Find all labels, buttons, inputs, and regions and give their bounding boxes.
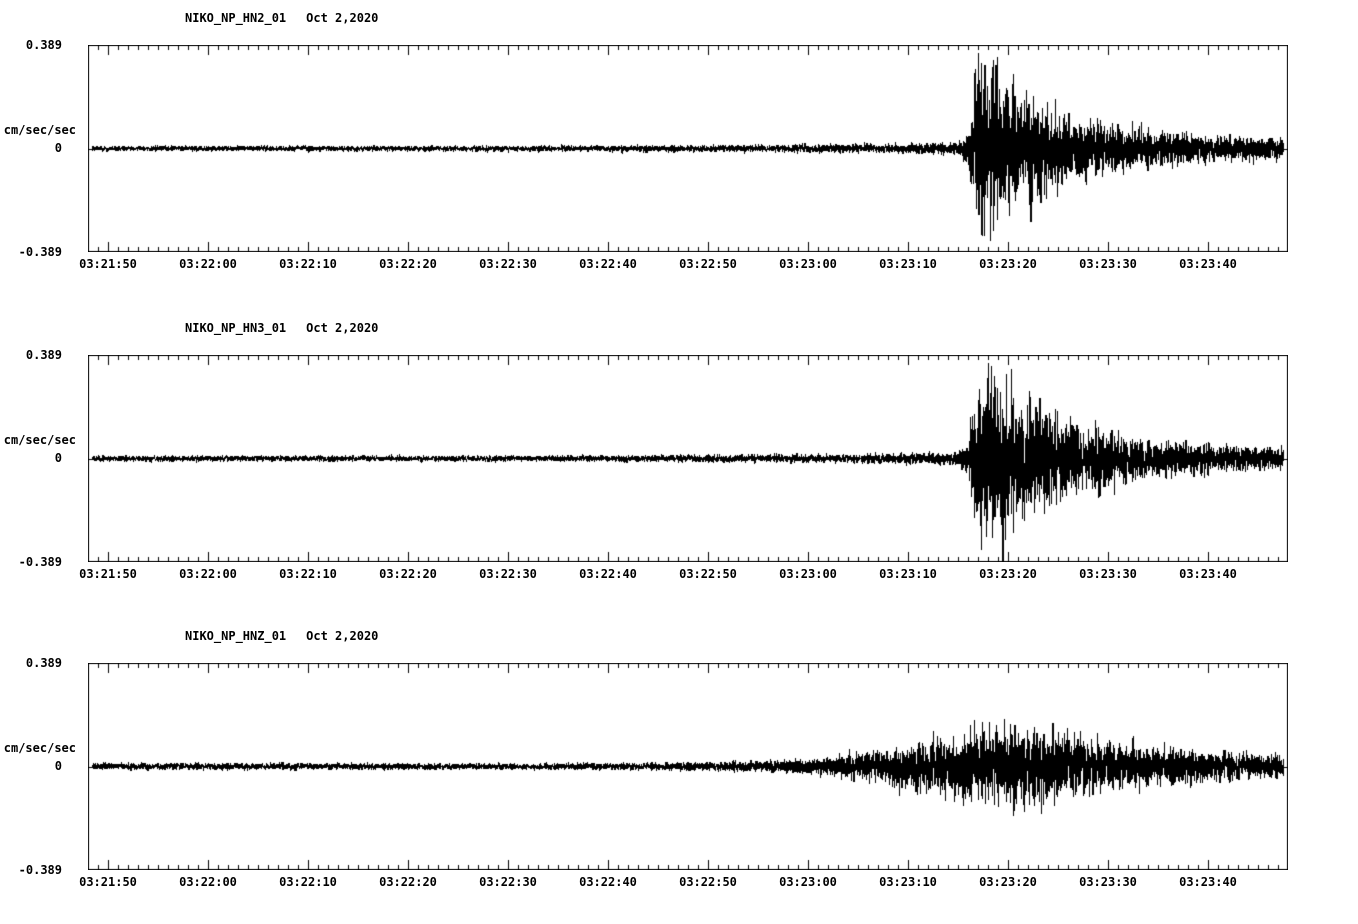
x-tick-label: 03:22:40 [579,875,637,889]
x-tick-label: 03:22:40 [579,257,637,271]
y-axis-unit-label: cm/sec/sec [3,432,76,447]
x-tick-label: 03:23:30 [1079,875,1137,889]
x-tick-label: 03:22:30 [479,875,537,889]
x-tick-label: 03:22:10 [279,257,337,271]
x-tick-label: 03:23:30 [1079,567,1137,581]
x-tick-label: 03:21:50 [79,257,137,271]
record-date: Oct 2,2020 [306,11,379,25]
x-tick-label: 03:23:10 [879,567,937,581]
x-tick-label: 03:21:50 [79,875,137,889]
x-tick-label: 03:22:50 [679,257,737,271]
y-tick-label-zero: 0 [54,140,62,155]
x-tick-label: 03:23:00 [779,257,837,271]
station-name: NIKO_NP_HN3_01 [185,321,287,335]
x-tick-label: 03:22:20 [379,875,437,889]
seismogram-canvas-hn2 [88,45,1288,252]
x-tick-label: 03:22:50 [679,875,737,889]
station-name: NIKO_NP_HNZ_01 [185,629,287,643]
x-axis-labels: 03:21:50 03:22:00 03:22:10 03:22:20 03:22:30… [79,875,1288,891]
record-date: Oct 2,2020 [306,321,379,335]
x-tick-label: 03:23:10 [879,257,937,271]
y-tick-label-max: 0.389 [25,656,62,670]
x-tick-label: 03:22:40 [579,567,637,581]
y-tick-label-max: 0.389 [25,38,62,52]
x-tick-label: 03:23:20 [979,875,1037,889]
x-axis-labels: 03:21:50 03:22:00 03:22:10 03:22:20 03:22:30… [79,567,1288,583]
x-tick-label: 03:23:20 [979,257,1037,271]
x-tick-label: 03:21:50 [79,567,137,581]
x-tick-label: 03:22:20 [379,567,437,581]
seismogram-panel-hnz: NIKO_NP_HNZ_01 Oct 2,2020 0.389 cm/sec/se… [4,629,1288,889]
x-tick-label: 03:23:00 [779,875,837,889]
record-date: Oct 2,2020 [306,629,379,643]
x-tick-label: 03:23:10 [879,875,937,889]
panel-title: NIKO_NP_HN3_01 Oct 2,2020 [185,321,378,335]
x-tick-label: 03:22:10 [279,875,337,889]
seismogram-panel-hn3: NIKO_NP_HN3_01 Oct 2,2020 0.389 cm/sec/se… [4,321,1288,581]
x-tick-label: 03:23:00 [779,567,837,581]
x-tick-label: 03:22:30 [479,567,537,581]
x-tick-label: 03:22:00 [179,257,237,271]
panel-title: NIKO_NP_HN2_01 Oct 2,2020 [185,11,378,25]
x-tick-label: 03:23:40 [1179,257,1237,271]
y-axis-unit-label: cm/sec/sec [3,740,76,755]
x-tick-label: 03:23:30 [1079,257,1137,271]
y-tick-label-min: -0.389 [18,245,62,259]
seismogram-panel-hn2: NIKO_NP_HN2_01 Oct 2,2020 0.389 cm/sec/se… [4,11,1288,271]
y-tick-label-zero: 0 [54,450,62,465]
y-tick-label-max: 0.389 [25,348,62,362]
seismogram-canvas-hnz [88,663,1288,870]
x-tick-label: 03:22:50 [679,567,737,581]
station-name: NIKO_NP_HN2_01 [185,11,287,25]
seismogram-canvas-hn3 [88,355,1288,562]
x-tick-label: 03:23:40 [1179,567,1237,581]
x-axis-labels: 03:21:50 03:22:00 03:22:10 03:22:20 03:22:30… [79,257,1288,273]
x-tick-label: 03:22:00 [179,567,237,581]
x-tick-label: 03:22:20 [379,257,437,271]
y-axis-unit-label: cm/sec/sec [3,122,76,137]
x-tick-label: 03:23:20 [979,567,1037,581]
y-tick-label-zero: 0 [54,758,62,773]
x-tick-label: 03:22:10 [279,567,337,581]
x-tick-label: 03:22:00 [179,875,237,889]
y-tick-label-min: -0.389 [18,863,62,877]
x-tick-label: 03:23:40 [1179,875,1237,889]
x-tick-label: 03:22:30 [479,257,537,271]
panel-title: NIKO_NP_HNZ_01 Oct 2,2020 [185,629,378,643]
y-tick-label-min: -0.389 [18,555,62,569]
